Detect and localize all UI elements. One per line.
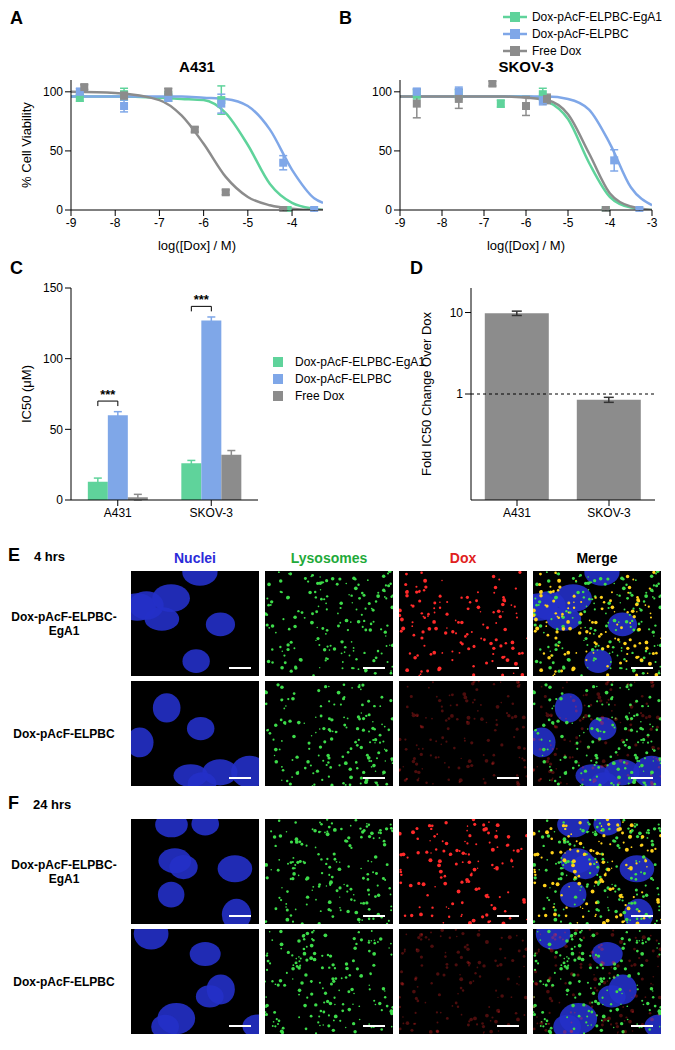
html-text:SKOV-3: SKOV-3	[498, 58, 554, 75]
html-text:A: A	[10, 8, 23, 28]
html-text:Dox-pAcF-ELPBC: Dox-pAcF-ELPBC	[532, 26, 629, 41]
svg-text:50: 50	[50, 144, 64, 158]
svg-text:-9: -9	[395, 216, 406, 230]
html-text:4 hrs: 4 hrs	[34, 549, 66, 564]
svg-text:SKOV-3: SKOV-3	[190, 506, 234, 520]
svg-text:0: 0	[56, 493, 63, 507]
svg-text:A431: A431	[503, 506, 531, 520]
svg-text:50: 50	[379, 144, 393, 158]
html-text:Dox: Dox	[449, 550, 477, 566]
html-text:Lysosomes: Lysosomes	[290, 550, 368, 566]
html-text:C: C	[10, 258, 23, 278]
svg-text:Fold IC50 Change Over Dox: Fold IC50 Change Over Dox	[419, 311, 434, 476]
svg-text:% Cell Viability: % Cell Viability	[19, 102, 34, 188]
html-text:24 hrs: 24 hrs	[33, 797, 72, 812]
html-text:Free Dox: Free Dox	[295, 388, 345, 403]
svg-text:-9: -9	[66, 216, 77, 230]
svg-text:-8: -8	[110, 216, 121, 230]
svg-text:50: 50	[50, 423, 64, 437]
svg-text:-7: -7	[154, 216, 165, 230]
html-text:Merge: Merge	[576, 550, 618, 566]
html-text:Free Dox: Free Dox	[532, 43, 582, 58]
svg-text:A431: A431	[104, 506, 132, 520]
html-text:D: D	[410, 258, 423, 278]
svg-text:-8: -8	[437, 216, 448, 230]
html-text:B: B	[339, 8, 352, 28]
svg-text:0: 0	[56, 203, 63, 217]
svg-text:100: 100	[43, 352, 63, 366]
svg-text:1: 1	[456, 387, 463, 401]
svg-text:***: ***	[194, 292, 210, 307]
html-text:Nuclei: Nuclei	[174, 550, 216, 566]
html-text:Dox-pAcF-ELPBC-EgA1: Dox-pAcF-ELPBC-EgA1	[532, 9, 662, 24]
svg-text:-6: -6	[198, 216, 209, 230]
svg-text:-4: -4	[605, 216, 616, 230]
svg-text:-5: -5	[563, 216, 574, 230]
html-text:A431: A431	[179, 58, 215, 75]
svg-text:-3: -3	[647, 216, 658, 230]
svg-text:100: 100	[372, 85, 392, 99]
html-text:F: F	[8, 793, 19, 813]
svg-text:0: 0	[385, 203, 392, 217]
svg-text:log([Dox] / M): log([Dox] / M)	[487, 238, 565, 253]
svg-text:-7: -7	[479, 216, 490, 230]
html-text:Dox-pAcF-ELPBC: Dox-pAcF-ELPBC	[295, 371, 392, 386]
svg-text:-5: -5	[243, 216, 254, 230]
html-text:E: E	[8, 545, 20, 565]
svg-text:-6: -6	[521, 216, 532, 230]
svg-text:log([Dox] / M): log([Dox] / M)	[158, 238, 236, 253]
html-text:Dox-pAcF-ELPBC-EgA1: Dox-pAcF-ELPBC-EgA1	[295, 354, 425, 369]
html-text:Dox-pAcF-ELPBC-EgA1: Dox-pAcF-ELPBC-EgA1	[11, 609, 117, 638]
svg-text:SKOV-3: SKOV-3	[587, 506, 631, 520]
svg-text:-4: -4	[287, 216, 298, 230]
svg-text:100: 100	[43, 85, 63, 99]
svg-text:10: 10	[450, 306, 464, 320]
svg-text:150: 150	[43, 281, 63, 295]
html-text:Dox-pAcF-ELPBC: Dox-pAcF-ELPBC	[13, 726, 115, 741]
html-text:Dox-pAcF-ELPBC-EgA1: Dox-pAcF-ELPBC-EgA1	[11, 857, 117, 886]
html-text:Dox-pAcF-ELPBC: Dox-pAcF-ELPBC	[13, 974, 115, 989]
svg-text:***: ***	[100, 387, 116, 402]
svg-text:IC50 (μM): IC50 (μM)	[19, 365, 34, 423]
